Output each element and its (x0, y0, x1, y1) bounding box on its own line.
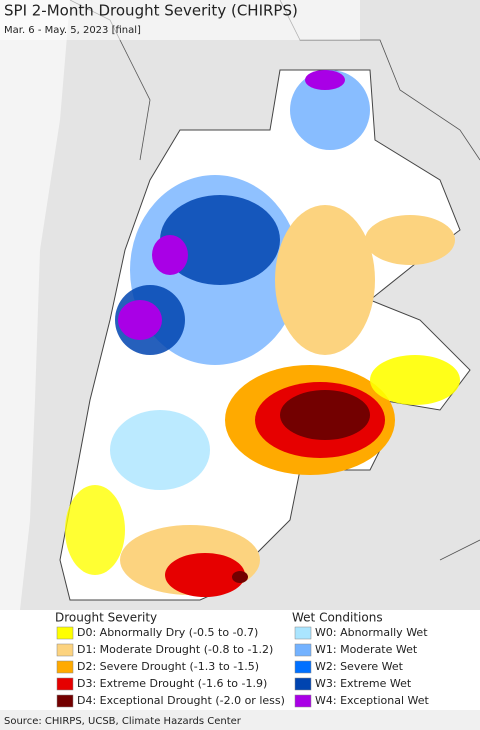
legend-swatch (294, 626, 312, 640)
footer-panel (0, 710, 480, 730)
title: SPI 2-Month Drought Severity (CHIRPS) (4, 2, 298, 20)
legend-swatch (56, 660, 74, 674)
legend-swatch (56, 677, 74, 691)
drought-area (370, 355, 460, 405)
legend-swatch (294, 643, 312, 657)
wet-area (110, 410, 210, 490)
legend-label: D3: Extreme Drought (-1.6 to -1.9) (77, 677, 267, 690)
wet-area (118, 300, 162, 340)
wet-area (152, 235, 188, 275)
wet-area (305, 70, 345, 90)
wet-area (290, 70, 370, 150)
legend-label: D2: Severe Drought (-1.3 to -1.5) (77, 660, 259, 673)
legend-label: W2: Severe Wet (315, 660, 404, 673)
legend-swatch (56, 694, 74, 708)
legend-swatch (294, 677, 312, 691)
ocean (0, 0, 70, 610)
legend-panel (0, 610, 480, 710)
spi-field (65, 70, 460, 597)
legend-swatch (294, 694, 312, 708)
drought-area (232, 571, 248, 583)
legend-items: D0: Abnormally Dry (-0.5 to -0.7) D1: Mod… (56, 626, 430, 708)
subtitle: Mar. 6 - May. 5, 2023 [final] (4, 25, 141, 36)
source: Source: CHIRPS, UCSB, Climate Hazards Ce… (4, 716, 242, 727)
legend-label: D4: Exceptional Drought (-2.0 or less) (77, 694, 285, 707)
legend-title: Drought Severity (55, 611, 157, 625)
drought-area (280, 390, 370, 440)
legend-swatch (294, 660, 312, 674)
legend-swatch (56, 626, 74, 640)
drought-area (65, 485, 125, 575)
legend-label: D1: Moderate Drought (-0.8 to -1.2) (77, 643, 273, 656)
title-backdrop (0, 0, 360, 40)
legend-title: Wet Conditions (292, 611, 383, 625)
wet-area (160, 195, 280, 285)
legend-label: W1: Moderate Wet (315, 643, 418, 656)
legend-label: W4: Exceptional Wet (315, 694, 430, 707)
drought-area (365, 215, 455, 265)
legend-swatch (56, 643, 74, 657)
legend-label: D0: Abnormally Dry (-0.5 to -0.7) (77, 626, 258, 639)
legend-label: W3: Extreme Wet (315, 677, 412, 690)
legend-label: W0: Abnormally Wet (315, 626, 428, 639)
drought-area (275, 205, 375, 355)
drought-area (165, 553, 245, 597)
